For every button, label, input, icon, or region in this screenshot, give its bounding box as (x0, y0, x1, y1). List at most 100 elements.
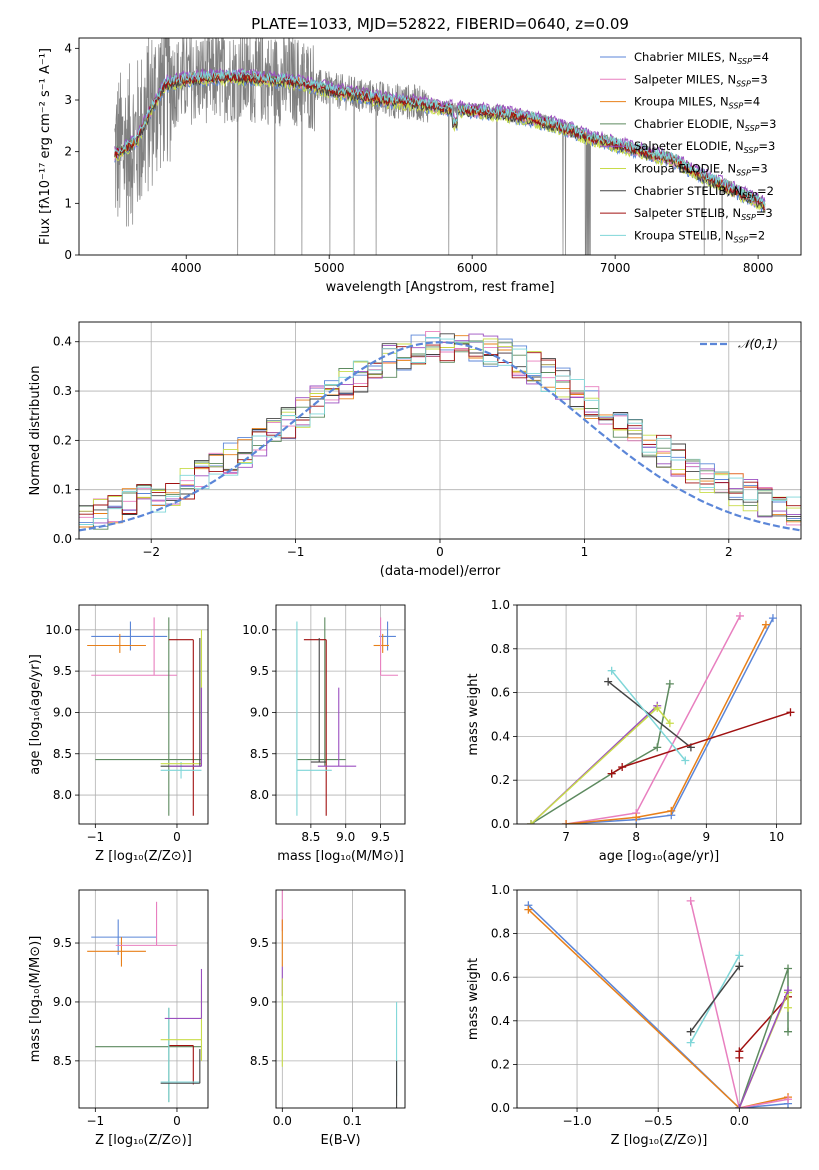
y-tick-label: 0.8 (491, 927, 510, 941)
legend-label: Chabrier ELODIE, N (634, 117, 745, 131)
axes-frame (516, 604, 802, 825)
plot-area-mass_vs_Z (87, 901, 203, 1103)
legend-suffix: =3 (751, 162, 768, 176)
x-tick-label: 1 (581, 545, 589, 559)
gaussian-curve (79, 341, 801, 532)
legend-entry: Salpeter STELIB, NSSP=3 (634, 206, 773, 222)
x-tick-label: 7000 (600, 261, 631, 275)
y-tick-label: 8.0 (53, 788, 72, 802)
y-axis-label: Flux [fλ10⁻¹⁷ erg cm⁻² s⁻¹ A⁻¹] (38, 48, 53, 245)
y-tick-label: 4 (64, 41, 72, 55)
x-tick-label: −1.0 (562, 1114, 591, 1128)
legend-subscript: SSP (742, 191, 757, 200)
y-tick-label: 0.6 (491, 970, 510, 984)
x-tick-label: −2 (142, 545, 160, 559)
y-tick-label: 0.2 (491, 1057, 510, 1071)
legend-subscript: SSP (734, 235, 749, 244)
legend-label: Salpeter MILES, N (634, 72, 736, 86)
plot-area-age_vs_mass (296, 617, 399, 816)
panel-massweight_vs_Z: −1.0 −0.5 0.0 0.0 0.2 0.4 0.6 0.8 1.0 Z [log₁₀(Z/… (466, 883, 802, 1148)
panel-mass_vs_Z: −1 0 8.5 9.0 9.5 Z [log₁₀(Z/Z⊙)] mass [log₁₀(M… (28, 889, 209, 1148)
x-axis-label: Z [log₁₀(Z/Z⊙)] (95, 849, 192, 864)
y-tick-label: 2 (64, 145, 72, 159)
x-tick-label: 8.5 (301, 830, 320, 844)
y-tick-label: 8.5 (250, 1054, 269, 1068)
plot-area-spectrum (114, 38, 766, 255)
panel-age_vs_mass: 8.5 9.0 9.5 8.0 8.5 9.0 9.5 10.0 mass [log₁₀(M/M… (242, 604, 406, 864)
x-tick-label: 9.5 (371, 830, 390, 844)
data-point-marker (784, 986, 793, 995)
y-tick-label: 0.0 (491, 817, 510, 831)
data-point-marker (607, 769, 616, 778)
x-tick-label: 10 (769, 830, 784, 844)
y-tick-label: 1.0 (491, 598, 510, 612)
model-line-kroupa-stelib (114, 69, 766, 207)
x-axis-label: mass [log₁₀(M/M⊙)] (277, 849, 404, 864)
y-tick-label: 0.0 (491, 1101, 510, 1115)
series-line-kroupa-miles (566, 624, 767, 824)
plot-area-residuals (79, 330, 801, 532)
panel-massweight_vs_age: 7 8 9 10 0.0 0.2 0.4 0.6 0.8 1.0 age [log₁₀(age/yr… (466, 598, 802, 864)
gaussian-legend-label: 𝒩(0,1) (738, 337, 778, 351)
plot-area-massweight_vs_age (527, 611, 795, 824)
axes-frame (78, 889, 209, 1109)
series-line-chabrier-miles (527, 904, 789, 1108)
legend-subscript: SSP (741, 213, 756, 222)
x-tick-label: 0 (173, 1114, 181, 1128)
x-tick-label: 7 (562, 830, 570, 844)
data-point-marker (686, 1038, 695, 1047)
y-tick-label: 9.0 (250, 705, 269, 719)
y-tick-label: 0.4 (53, 335, 72, 349)
y-axis-label: age [log₁₀(age/yr)] (28, 654, 43, 775)
data-point-marker (665, 719, 674, 728)
plot-area-massweight_vs_Z (524, 896, 793, 1108)
x-tick-label: 0.0 (273, 1114, 292, 1128)
panel-spectrum: 4000 5000 6000 7000 8000 0 1 2 3 4 wavelength [Ang… (38, 37, 802, 295)
x-tick-label: 6000 (457, 261, 488, 275)
legend-label: Kroupa MILES, N (634, 95, 729, 109)
legend-label: Chabrier STELIB, N (634, 184, 742, 198)
y-axis-label: mass [log₁₀(M/M⊙)] (28, 936, 43, 1063)
y-tick-label: 9.5 (250, 664, 269, 678)
x-axis-label: E(B-V) (320, 1133, 360, 1148)
x-axis-label: Z [log₁₀(Z/Z⊙)] (611, 1133, 708, 1148)
data-point-marker (562, 820, 571, 824)
legend-suffix: =3 (760, 117, 777, 131)
x-axis-label: age [log₁₀(age/yr)] (599, 849, 720, 864)
y-axis-label: mass weight (466, 958, 481, 1040)
axes-frame (275, 604, 406, 825)
legend-label: Chabrier MILES, N (634, 50, 737, 64)
y-tick-label: 3 (64, 93, 72, 107)
x-tick-label: 2 (725, 545, 733, 559)
legend-suffix: =2 (748, 228, 765, 242)
data-point-marker (632, 813, 641, 822)
legend-subscript: SSP (736, 79, 751, 88)
panel-residuals: −2 −1 0 1 2 0.0 0.1 0.2 0.3 0.4 (data-model)/error… (28, 321, 802, 579)
x-tick-label: 5000 (314, 261, 345, 275)
data-point-marker (784, 964, 793, 973)
y-tick-label: 9.0 (53, 995, 72, 1009)
legend-subscript: SSP (729, 102, 744, 111)
x-tick-label: −1 (287, 545, 305, 559)
legend-entry: Chabrier STELIB, NSSP=2 (634, 184, 774, 200)
x-tick-label: 8000 (743, 261, 774, 275)
series-line-salpeter-miles (689, 900, 789, 1108)
legend-subscript: SSP (744, 146, 759, 155)
panel-age_vs_Z: −1 0 8.0 8.5 9.0 9.5 10.0 Z [log₁₀(Z/Z⊙)] age [l… (28, 604, 209, 864)
y-axis-label: mass weight (466, 673, 481, 755)
data-point-marker (735, 951, 744, 960)
data-point-marker (681, 756, 690, 765)
y-tick-label: 9.5 (250, 936, 269, 950)
legend-suffix: =3 (758, 139, 775, 153)
x-tick-label: −1 (86, 1114, 104, 1128)
y-tick-label: 0.0 (53, 532, 72, 546)
legend-label: Kroupa ELODIE, N (634, 162, 736, 176)
legend-suffix: =3 (751, 72, 768, 86)
legend-entry: Kroupa MILES, NSSP=4 (634, 95, 760, 111)
legend-entry: Chabrier MILES, NSSP=4 (634, 50, 769, 66)
x-tick-label: −1 (86, 830, 104, 844)
legend-suffix: =4 (743, 95, 760, 109)
histogram-step-chabrier-stelib (79, 333, 801, 518)
y-tick-label: 10.0 (45, 623, 72, 637)
